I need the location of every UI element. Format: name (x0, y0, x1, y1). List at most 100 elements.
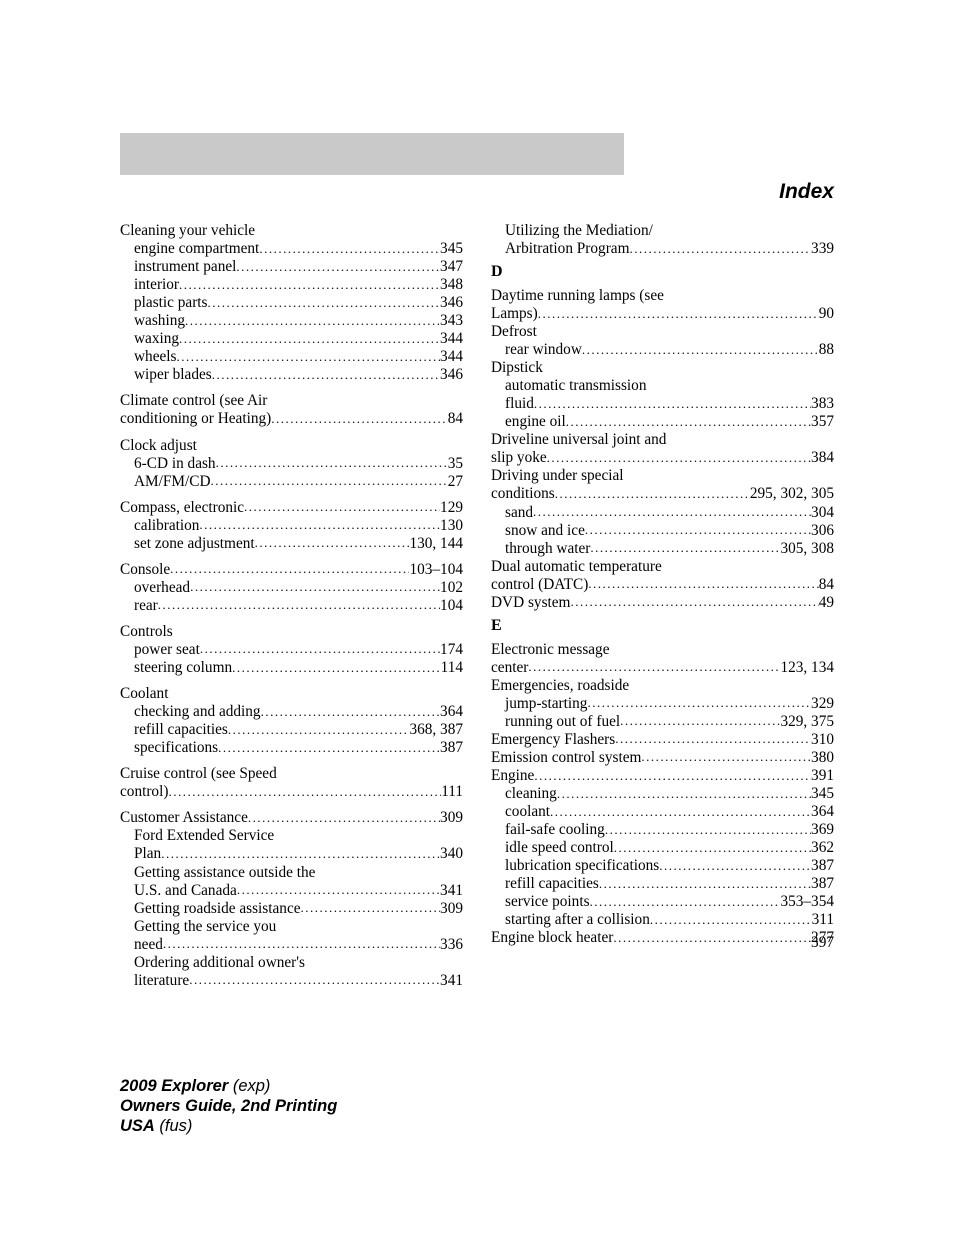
index-entry-page: 123, 134 (780, 659, 834, 677)
index-entry-label: Emission control system (491, 749, 641, 767)
index-entry: Plan 340 (120, 845, 463, 863)
index-entry-page: 343 (440, 312, 463, 330)
leader-dots (582, 342, 819, 357)
index-entry-page: 309 (440, 900, 463, 918)
index-entry: fluid 383 (491, 395, 834, 413)
index-entry-label: DVD system (491, 594, 570, 612)
index-entry: conditioning or Heating) 84 (120, 410, 463, 428)
leader-dots (232, 660, 440, 675)
index-entry: running out of fuel 329, 375 (491, 713, 834, 731)
leader-dots (614, 840, 811, 855)
index-entry-page: 346 (440, 294, 463, 312)
index-entry-label: rear (134, 597, 158, 615)
index-entry: Getting the service you (120, 918, 463, 936)
index-entry: Emergencies, roadside (491, 677, 834, 695)
index-entry-label: automatic transmission (505, 377, 646, 395)
index-entry-label: service points (505, 893, 590, 911)
leader-dots (244, 499, 440, 514)
leader-dots (211, 473, 448, 488)
index-entry-label: engine oil (505, 413, 566, 431)
index-entry: engine compartment 345 (120, 240, 463, 258)
leader-dots (163, 936, 440, 951)
index-entry: Ordering additional owner's (120, 954, 463, 972)
index-entry-label: washing (134, 312, 185, 330)
index-entry-label: jump-starting (505, 695, 587, 713)
leader-dots (255, 535, 410, 550)
leader-dots (533, 504, 811, 519)
index-entry: DVD system 49 (491, 594, 834, 612)
block-gap (120, 491, 463, 499)
index-entry-label: literature (134, 972, 189, 990)
index-entry-label: wheels (134, 348, 176, 366)
leader-dots (557, 786, 811, 801)
index-entry: waxing 344 (120, 330, 463, 348)
index-entry-label: Cruise control (see Speed (120, 765, 277, 783)
index-entry-label: sand (505, 504, 533, 522)
index-entry-page: 174 (440, 641, 463, 659)
index-entry: control (DATC) 84 (491, 576, 834, 594)
index-entry: Console 103–104 (120, 561, 463, 579)
index-entry: rear window 88 (491, 341, 834, 359)
index-entry-label: specifications (134, 739, 218, 757)
index-entry-page: 348 (440, 276, 463, 294)
leader-dots (528, 659, 780, 674)
index-entry: slip yoke 384 (491, 449, 834, 467)
index-entry-label: plastic parts (134, 294, 208, 312)
index-entry: Getting assistance outside the (120, 864, 463, 882)
leader-dots (179, 277, 440, 292)
index-entry: 6-CD in dash 35 (120, 455, 463, 473)
index-entry-page: 345 (440, 240, 463, 258)
index-entry-page: 339 (811, 240, 834, 258)
index-entry-page: 341 (440, 882, 463, 900)
leader-dots (534, 768, 811, 783)
index-entry: set zone adjustment 130, 144 (120, 535, 463, 553)
leader-dots (199, 517, 440, 532)
index-entry-page: 345 (811, 785, 834, 803)
index-entry-page: 387 (440, 739, 463, 757)
index-entry-page: 380 (811, 749, 834, 767)
index-entry-label: coolant (505, 803, 550, 821)
index-entry-page: 341 (440, 972, 463, 990)
index-entry-page: 90 (819, 305, 834, 323)
leader-dots (189, 972, 440, 987)
index-entry: Dipstick (491, 359, 834, 377)
index-entry-label: slip yoke (491, 449, 547, 467)
index-entry-page: 383 (811, 395, 834, 413)
index-entry-page: 329 (811, 695, 834, 713)
block-gap (120, 429, 463, 437)
leader-dots (605, 822, 811, 837)
leader-dots (587, 695, 811, 710)
index-entry-page: 111 (441, 783, 463, 801)
index-entry: cleaning 345 (491, 785, 834, 803)
index-entry-label: Defrost (491, 323, 537, 341)
index-entry-label: wiper blades (134, 366, 212, 384)
leader-dots (170, 561, 409, 576)
block-gap (120, 801, 463, 809)
index-entry: calibration 130 (120, 517, 463, 535)
index-entry-page: 344 (440, 348, 463, 366)
index-entry-label: Console (120, 561, 170, 579)
index-entry-label: fail-safe cooling (505, 821, 605, 839)
leader-dots (570, 594, 818, 609)
index-entry-page: 368, 387 (409, 721, 463, 739)
index-entry-page: 130 (440, 517, 463, 535)
index-entry-label: Arbitration Program (505, 240, 629, 258)
leader-dots (271, 411, 447, 426)
index-entry: fail-safe cooling 369 (491, 821, 834, 839)
index-entry-label: refill capacities (134, 721, 228, 739)
index-entry-label: Engine block heater (491, 929, 613, 947)
index-entry-label: engine compartment (134, 240, 259, 258)
header-bar (120, 133, 624, 175)
index-entry: Engine 391 (491, 767, 834, 785)
index-entry-page: 347 (440, 258, 463, 276)
leader-dots (629, 241, 811, 256)
index-entry: Compass, electronic 129 (120, 499, 463, 517)
leader-dots (590, 540, 780, 555)
index-entry-label: Emergencies, roadside (491, 677, 629, 695)
leader-dots (212, 367, 440, 382)
index-entry: Customer Assistance 309 (120, 809, 463, 827)
index-entry: center 123, 134 (491, 659, 834, 677)
index-entry-page: 35 (448, 455, 463, 473)
index-entry-page: 357 (811, 413, 834, 431)
leader-dots (237, 882, 440, 897)
